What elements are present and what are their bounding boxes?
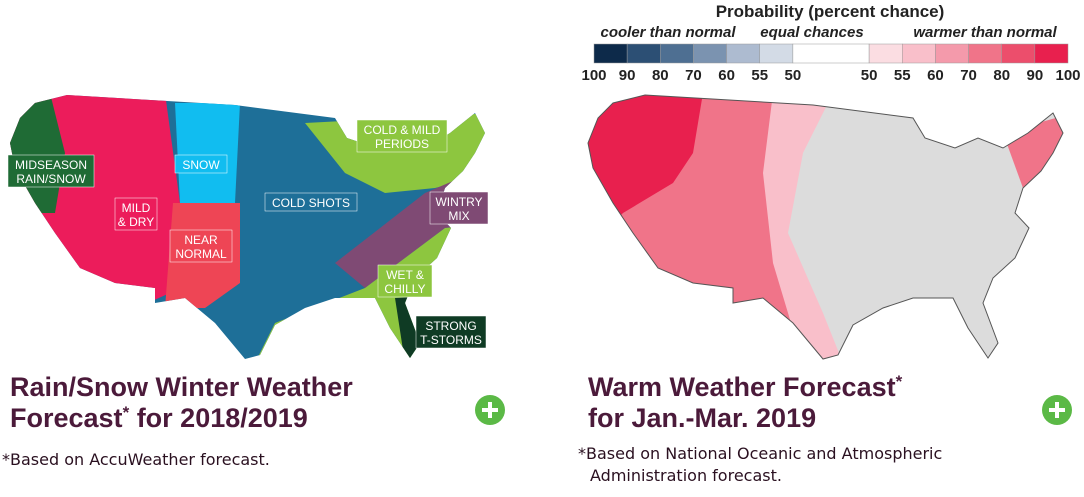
label-box	[169, 229, 233, 263]
region-label: T-STORMS	[420, 333, 482, 347]
legend-subtitle: warmer than normal	[913, 24, 1057, 41]
label-box	[415, 315, 487, 349]
legend-tick: 70	[685, 67, 702, 84]
plus-icon[interactable]	[1049, 402, 1065, 418]
region-label: CHILLY	[384, 282, 425, 296]
legend-tick: 55	[894, 67, 911, 84]
expand-button[interactable]	[475, 395, 505, 425]
expand-button[interactable]	[1042, 395, 1072, 425]
region-label: NEAR	[184, 233, 218, 247]
region-label: STRONG	[425, 319, 476, 333]
region-label: COLD & MILD	[364, 123, 441, 137]
region-label: WET &	[386, 268, 424, 282]
legend-swatch	[759, 43, 794, 64]
label-box	[429, 191, 489, 225]
left-title: Rain/Snow Winter Weather	[10, 372, 353, 402]
legend-subtitle: cooler than normal	[600, 24, 736, 41]
region-label: MIX	[448, 209, 469, 223]
legend-swatch	[935, 43, 969, 64]
legend-swatch	[693, 43, 727, 64]
legend-tick: 80	[652, 67, 669, 84]
legend-tick: 50	[785, 67, 802, 84]
right-title: for Jan.-Mar. 2019	[588, 403, 816, 433]
legend-swatch	[968, 43, 1002, 64]
right-footnote: Administration forecast.	[590, 466, 782, 485]
asterisk: *	[123, 403, 130, 422]
legend-swatch	[626, 43, 661, 64]
region-label: MIDSEASON	[15, 158, 87, 172]
legend-swatch	[792, 43, 870, 64]
legend-swatch	[868, 43, 903, 64]
title-text: Forecast	[10, 403, 123, 433]
label-box	[264, 192, 358, 212]
legend-tick: 55	[751, 67, 768, 84]
legend-tick: 100	[581, 67, 606, 84]
legend-tick: 90	[1027, 67, 1044, 84]
legend-swatch	[726, 43, 760, 64]
region-label: NORMAL	[175, 247, 227, 261]
region-label: PERIODS	[375, 137, 429, 151]
title-text: for 2018/2019	[129, 403, 308, 433]
legend-swatch	[1034, 43, 1069, 64]
plus-icon[interactable]	[482, 402, 498, 418]
legend-tick: 60	[718, 67, 735, 84]
region-label: MILD	[122, 201, 151, 215]
region-label: RAIN/SNOW	[16, 172, 86, 186]
legend-tick: 70	[960, 67, 977, 84]
asterisk: *	[896, 372, 903, 391]
title-text: Warm Weather Forecast	[588, 372, 896, 402]
legend-swatch	[902, 43, 936, 64]
label-box	[377, 264, 433, 298]
region-label: WINTRY	[435, 195, 482, 209]
label-box	[7, 154, 95, 188]
label-box	[356, 119, 448, 153]
left-footnote: *Based on AccuWeather forecast.	[2, 450, 270, 469]
legend-tick: 90	[619, 67, 636, 84]
legend-subtitle: equal chances	[760, 24, 863, 41]
legend: Probability (percent chance) cooler than …	[581, 2, 1080, 84]
legend-swatch	[593, 43, 628, 64]
region-label: SNOW	[182, 158, 220, 172]
region-label: & DRY	[118, 215, 154, 229]
label-box	[174, 154, 228, 174]
legend-tick: 100	[1055, 67, 1080, 84]
legend-tick: 80	[993, 67, 1010, 84]
label-box	[114, 197, 158, 231]
left-title: Forecast* for 2018/2019	[10, 403, 308, 433]
legend-tick: 50	[861, 67, 878, 84]
legend-swatch	[1001, 43, 1036, 64]
right-title: Warm Weather Forecast*	[588, 372, 903, 402]
region-label: COLD SHOTS	[272, 196, 350, 210]
right-footnote: *Based on National Oceanic and Atmospher…	[578, 444, 942, 463]
legend-title: Probability (percent chance)	[716, 2, 945, 21]
right-map	[587, 94, 1064, 360]
legend-swatch	[660, 43, 694, 64]
legend-tick: 60	[927, 67, 944, 84]
